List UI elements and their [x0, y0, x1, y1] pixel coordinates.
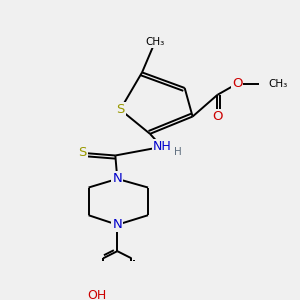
- Text: S: S: [116, 103, 124, 116]
- Text: O: O: [232, 77, 242, 90]
- Text: H: H: [174, 147, 182, 157]
- Text: N: N: [112, 218, 122, 231]
- Text: N: N: [112, 172, 122, 185]
- Text: CH₃: CH₃: [268, 79, 287, 88]
- Text: O: O: [212, 110, 223, 123]
- Text: CH₃: CH₃: [145, 37, 165, 47]
- Text: OH: OH: [88, 290, 107, 300]
- Text: NH: NH: [152, 140, 171, 153]
- Text: S: S: [78, 146, 87, 159]
